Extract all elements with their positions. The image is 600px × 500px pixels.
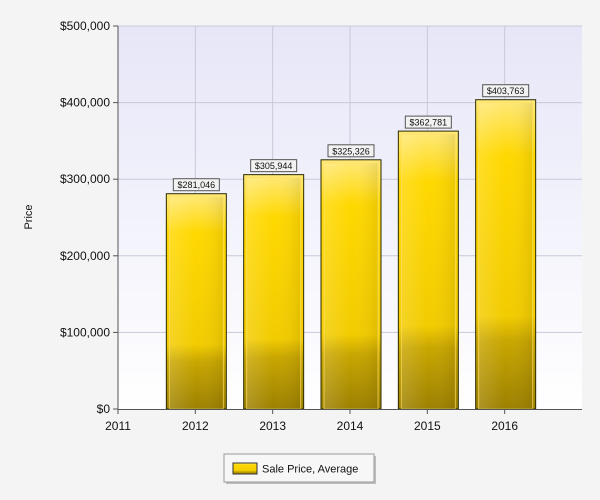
data-label: $305,944 — [255, 161, 293, 171]
y-tick-label: $300,000 — [60, 172, 110, 186]
legend-swatch — [232, 462, 258, 475]
data-label-box — [172, 178, 220, 192]
x-tick-label: 2015 — [414, 419, 441, 433]
bar-highlight — [478, 102, 534, 410]
legend: Sale Price, Average — [223, 453, 376, 484]
x-axis-ticks: 2011 2012 2013 2014 2015 2016 — [105, 409, 518, 433]
x-tick-label: 2011 — [105, 419, 131, 433]
bar-highlight — [168, 196, 224, 410]
bars — [165, 99, 537, 410]
bar-highlight — [246, 177, 302, 410]
y-tick-label: $200,000 — [60, 249, 110, 263]
y-axis-ticks: $0 $100,000 $200,000 $300,000 $400,000 $500,0… — [60, 19, 118, 416]
y-tick-label: $500,000 — [60, 19, 110, 33]
data-label: $362,781 — [410, 118, 448, 128]
y-tick-label: $100,000 — [60, 325, 110, 339]
data-label: $281,046 — [178, 180, 216, 190]
data-label: $403,763 — [487, 86, 525, 96]
data-label-box — [250, 159, 298, 173]
data-label-box — [482, 84, 530, 98]
data-label-box — [327, 144, 375, 158]
bar-highlight — [323, 162, 379, 410]
x-tick-label: 2016 — [491, 419, 518, 433]
data-label: $325,326 — [332, 146, 370, 156]
y-axis-label: Price — [23, 204, 35, 229]
x-tick-label: 2013 — [259, 419, 286, 433]
y-tick-label: $400,000 — [60, 96, 110, 110]
x-tick-label: 2012 — [182, 419, 209, 433]
bar-highlight — [400, 133, 456, 410]
y-tick-label: $0 — [97, 402, 111, 416]
data-labels: $281,046 $305,944 $325,326 $362,781 $403,763 — [172, 84, 530, 192]
x-tick-label: 2014 — [337, 419, 364, 433]
data-label-box — [404, 115, 452, 129]
legend-entry: Sale Price, Average — [262, 464, 358, 476]
